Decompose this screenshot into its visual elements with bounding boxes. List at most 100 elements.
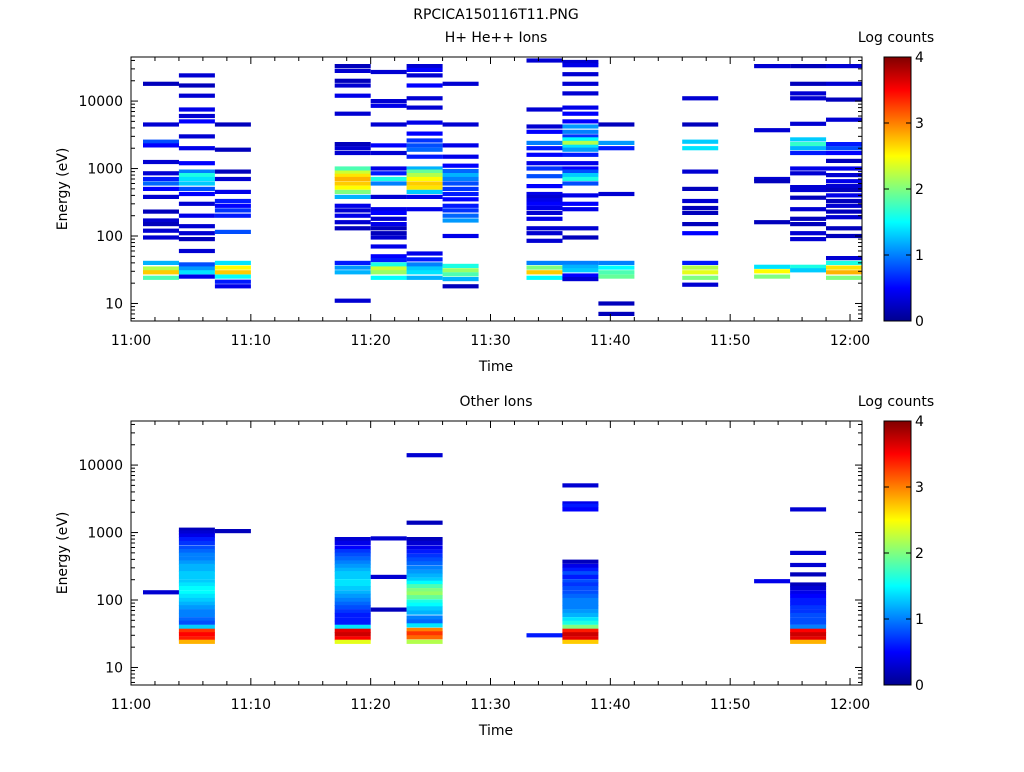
spectrogram-cell	[526, 107, 563, 112]
spectrogram-cell	[526, 166, 563, 171]
spectrogram-cell	[370, 574, 407, 579]
spectrogram-cell	[406, 627, 443, 632]
spectrogram-cell	[406, 599, 443, 604]
colorbar-tick-label: 0	[915, 314, 924, 330]
spectrogram-cell	[442, 208, 479, 213]
spectrogram-cell	[406, 557, 443, 562]
spectrogram-cell	[334, 142, 371, 147]
spectrogram-cell	[562, 639, 599, 644]
spectrogram-cell	[406, 131, 443, 136]
spectrogram-cell	[406, 185, 443, 190]
spectrogram-cell	[526, 191, 563, 197]
spectrogram-cell	[526, 633, 563, 638]
spectrogram-cell	[526, 275, 563, 280]
spectrogram-cell	[406, 83, 443, 88]
spectrogram-cell	[143, 235, 179, 240]
spectrogram-cell	[406, 166, 443, 171]
spectrogram-cell	[682, 198, 719, 204]
spectrogram-cell	[178, 605, 215, 610]
x-tick-label: 11:50	[710, 697, 750, 713]
x-axis-label: Time	[478, 359, 513, 375]
x-tick-label: 11:30	[470, 333, 510, 349]
spectrogram-cell	[562, 176, 599, 182]
spectrogram-cell	[526, 129, 563, 134]
spectrogram-cell	[406, 262, 443, 267]
spectrogram-cell	[790, 639, 827, 644]
colorbar-tick-label: 4	[915, 414, 924, 430]
spectrogram-cell	[562, 590, 599, 595]
spectrogram-cell	[370, 231, 407, 236]
spectrogram-cell	[562, 193, 599, 198]
spectrogram-cell	[178, 624, 215, 629]
spectrogram-cell	[562, 624, 599, 629]
spectrogram-cell	[178, 563, 215, 568]
spectrogram-cell	[370, 235, 407, 240]
spectrogram-cell	[178, 636, 215, 641]
axes: 11:00 11:10 11:20 11:30 11:40 11:50 12:00 10 100…	[78, 420, 870, 713]
spectrogram-cell	[442, 154, 479, 159]
spectrogram-cell	[682, 139, 719, 144]
spectrogram-cell	[143, 81, 179, 86]
spectrogram-cell	[826, 142, 862, 147]
spectrogram-cell	[178, 560, 215, 565]
spectrogram-cell	[442, 181, 479, 186]
spectrogram-cell	[178, 586, 215, 591]
y-tick-label: 100	[96, 593, 123, 609]
spectrogram-cell	[562, 597, 599, 603]
spectrogram-cell	[178, 107, 215, 112]
spectrogram-cell	[334, 93, 371, 98]
spectrogram-cell	[178, 176, 215, 182]
spectrogram-cell	[406, 194, 443, 199]
spectrogram-cell	[143, 186, 179, 191]
colorbar-label: Log counts	[858, 394, 934, 410]
figure-title: RPCICA150116T11.PNG	[413, 7, 578, 23]
spectrogram-cell	[562, 235, 599, 240]
spectrogram-cell	[754, 579, 791, 584]
spectrogram-cell	[562, 571, 599, 576]
spectrogram-cell	[178, 161, 215, 166]
spectrogram-cell	[406, 569, 443, 575]
axes: 11:00 11:10 11:20 11:30 11:40 11:50 12:00 10 100…	[78, 56, 870, 349]
spectrogram-cell	[562, 636, 599, 641]
spectrogram-cell	[214, 198, 251, 204]
spectrogram-cell	[442, 268, 479, 273]
spectrogram-cell	[370, 69, 407, 75]
spectrogram-cell	[562, 161, 599, 166]
spectrogram-cell	[406, 181, 443, 186]
spectrogram-cell	[526, 198, 563, 203]
spectrogram-cell	[442, 191, 479, 197]
spectrogram-cell	[598, 274, 635, 279]
spectrogram-cell	[143, 122, 179, 127]
spectrogram-cell	[826, 260, 862, 265]
spectrogram-cell	[790, 171, 827, 176]
x-tick-label: 11:40	[590, 697, 630, 713]
spectrogram-cell	[442, 168, 479, 174]
spectrogram-cell	[370, 536, 407, 541]
spectrogram-cell	[178, 612, 215, 618]
spectrogram-cell	[826, 146, 862, 151]
spectrogram-cell	[790, 632, 827, 637]
spectrogram-cell	[406, 553, 443, 558]
spectrogram-cell	[790, 617, 827, 622]
spectrogram-cell	[790, 237, 827, 242]
spectrogram-cell	[214, 265, 251, 270]
spectrogram-cell	[790, 187, 827, 193]
spectrogram-cell	[826, 256, 862, 261]
spectrogram-cell	[826, 64, 862, 69]
spectrogram-cell	[682, 169, 719, 174]
spectrogram-cell	[334, 78, 371, 83]
spectrogram-cell	[562, 579, 599, 584]
spectrogram-cell	[442, 122, 479, 127]
spectrogram-cell	[790, 231, 827, 236]
spectrogram-cell	[790, 121, 827, 126]
spectrogram-cell	[562, 72, 599, 77]
spectrogram-cell	[826, 209, 862, 214]
spectrogram-cell	[178, 262, 215, 267]
spectrogram-cell	[406, 173, 443, 178]
spectrogram-cell	[334, 567, 371, 572]
spectrogram-cell	[214, 260, 251, 265]
spectrogram-cell	[562, 144, 599, 149]
spectrogram-cell	[526, 184, 563, 189]
spectrogram-cell	[754, 176, 791, 182]
spectrogram-cell	[178, 579, 215, 584]
